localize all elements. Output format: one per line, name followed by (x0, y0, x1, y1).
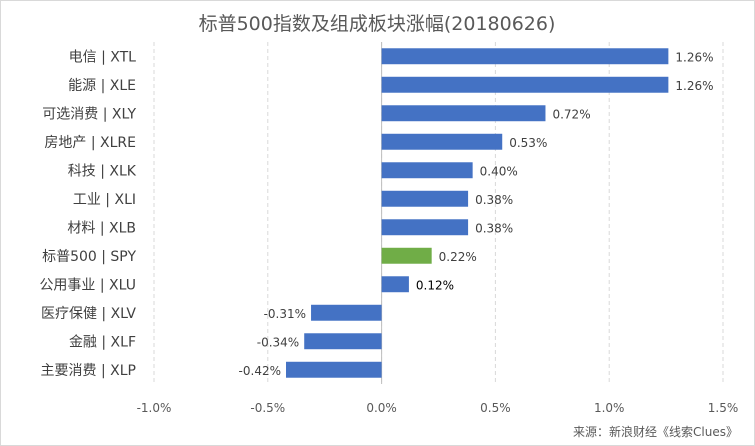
data-label: -0.42% (239, 364, 281, 378)
source-note: 来源：新浪财经《线索Clues》 (573, 424, 738, 439)
category-label: 房地产 | XLRE (44, 135, 136, 151)
category-label: 可选消费 | XLY (42, 106, 136, 122)
category-label: 能源 | XLE (68, 78, 136, 94)
data-label: 0.40% (480, 164, 518, 178)
bar (381, 105, 546, 122)
bar (381, 276, 409, 293)
data-label: 0.38% (475, 221, 513, 235)
data-label: 0.12% (416, 278, 454, 292)
bar (381, 247, 432, 264)
x-tick-label: 1.5% (708, 401, 739, 415)
category-label: 工业 | XLI (73, 192, 136, 208)
bar (311, 304, 382, 321)
category-label: 材料 | XLB (67, 220, 136, 236)
data-label: 0.22% (439, 250, 477, 264)
bar (381, 190, 469, 207)
data-label: 1.26% (675, 50, 713, 64)
x-tick-label: 0.5% (480, 401, 511, 415)
bar (304, 333, 382, 350)
data-label: 0.53% (509, 136, 547, 150)
data-label: -0.34% (257, 335, 299, 349)
bar (381, 48, 669, 65)
data-label: 0.38% (475, 193, 513, 207)
bar (381, 162, 473, 179)
x-tick-label: 1.0% (594, 401, 625, 415)
category-label: 主要消费 | XLP (41, 363, 136, 379)
category-label: 电信 | XTL (69, 49, 137, 65)
x-tick-label: -0.5% (250, 401, 285, 415)
data-label: -0.31% (264, 307, 306, 321)
category-label: 标普500 | SPY (42, 249, 136, 265)
chart-title: 标普500指数及组成板块涨幅(20180626) (199, 13, 556, 35)
category-label: 公用事业 | XLU (39, 277, 136, 293)
data-label: 1.26% (675, 79, 713, 93)
category-label: 科技 | XLK (68, 163, 137, 179)
category-label: 医疗保健 | XLV (41, 306, 136, 322)
category-label: 金融 | XLF (69, 334, 136, 350)
bar (381, 76, 669, 93)
x-tick-label: -1.0% (137, 401, 172, 415)
bar (381, 219, 469, 236)
bar (381, 133, 503, 150)
x-tick-label: 0.0% (366, 401, 397, 415)
bar (286, 361, 382, 378)
data-label: 0.72% (552, 107, 590, 121)
